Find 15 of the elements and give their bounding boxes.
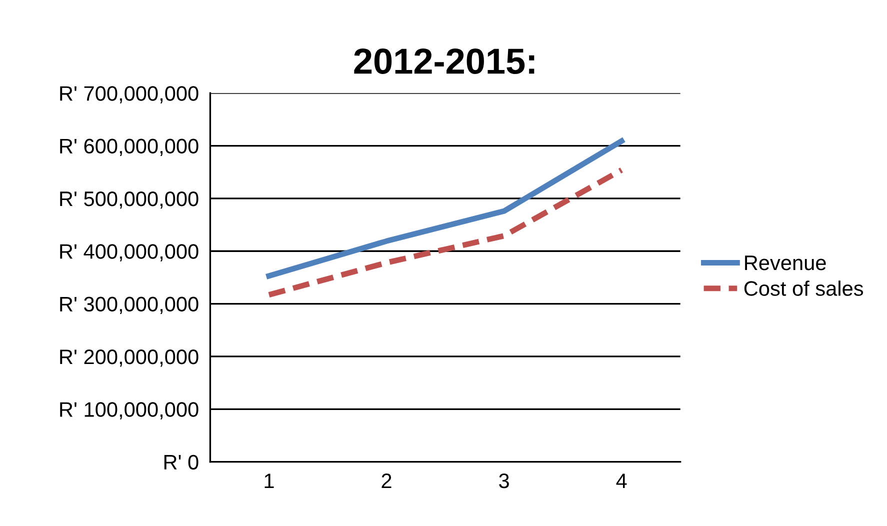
y-tick-label: R' 500,000,000 <box>60 191 198 209</box>
y-tick-label: R' 100,000,000 <box>60 402 198 420</box>
y-tick-label: R' 400,000,000 <box>60 244 198 262</box>
chart-title: 2012-2015: <box>354 48 534 74</box>
x-tick-label: 2 <box>382 473 392 488</box>
y-tick-label: R' 200,000,000 <box>60 349 198 367</box>
y-tick-label: R' 300,000,000 <box>60 296 198 314</box>
legend-label: Cost of sales <box>744 280 864 296</box>
y-tick-label: R' 0 <box>164 454 198 470</box>
y-tick-label: R' 700,000,000 <box>60 86 198 104</box>
legend-label: Revenue <box>745 256 826 270</box>
x-tick-label: 4 <box>616 474 627 488</box>
y-tick-label: R' 600,000,000 <box>60 138 198 156</box>
x-tick-label: 1 <box>264 474 274 488</box>
x-tick-label: 3 <box>499 473 509 488</box>
